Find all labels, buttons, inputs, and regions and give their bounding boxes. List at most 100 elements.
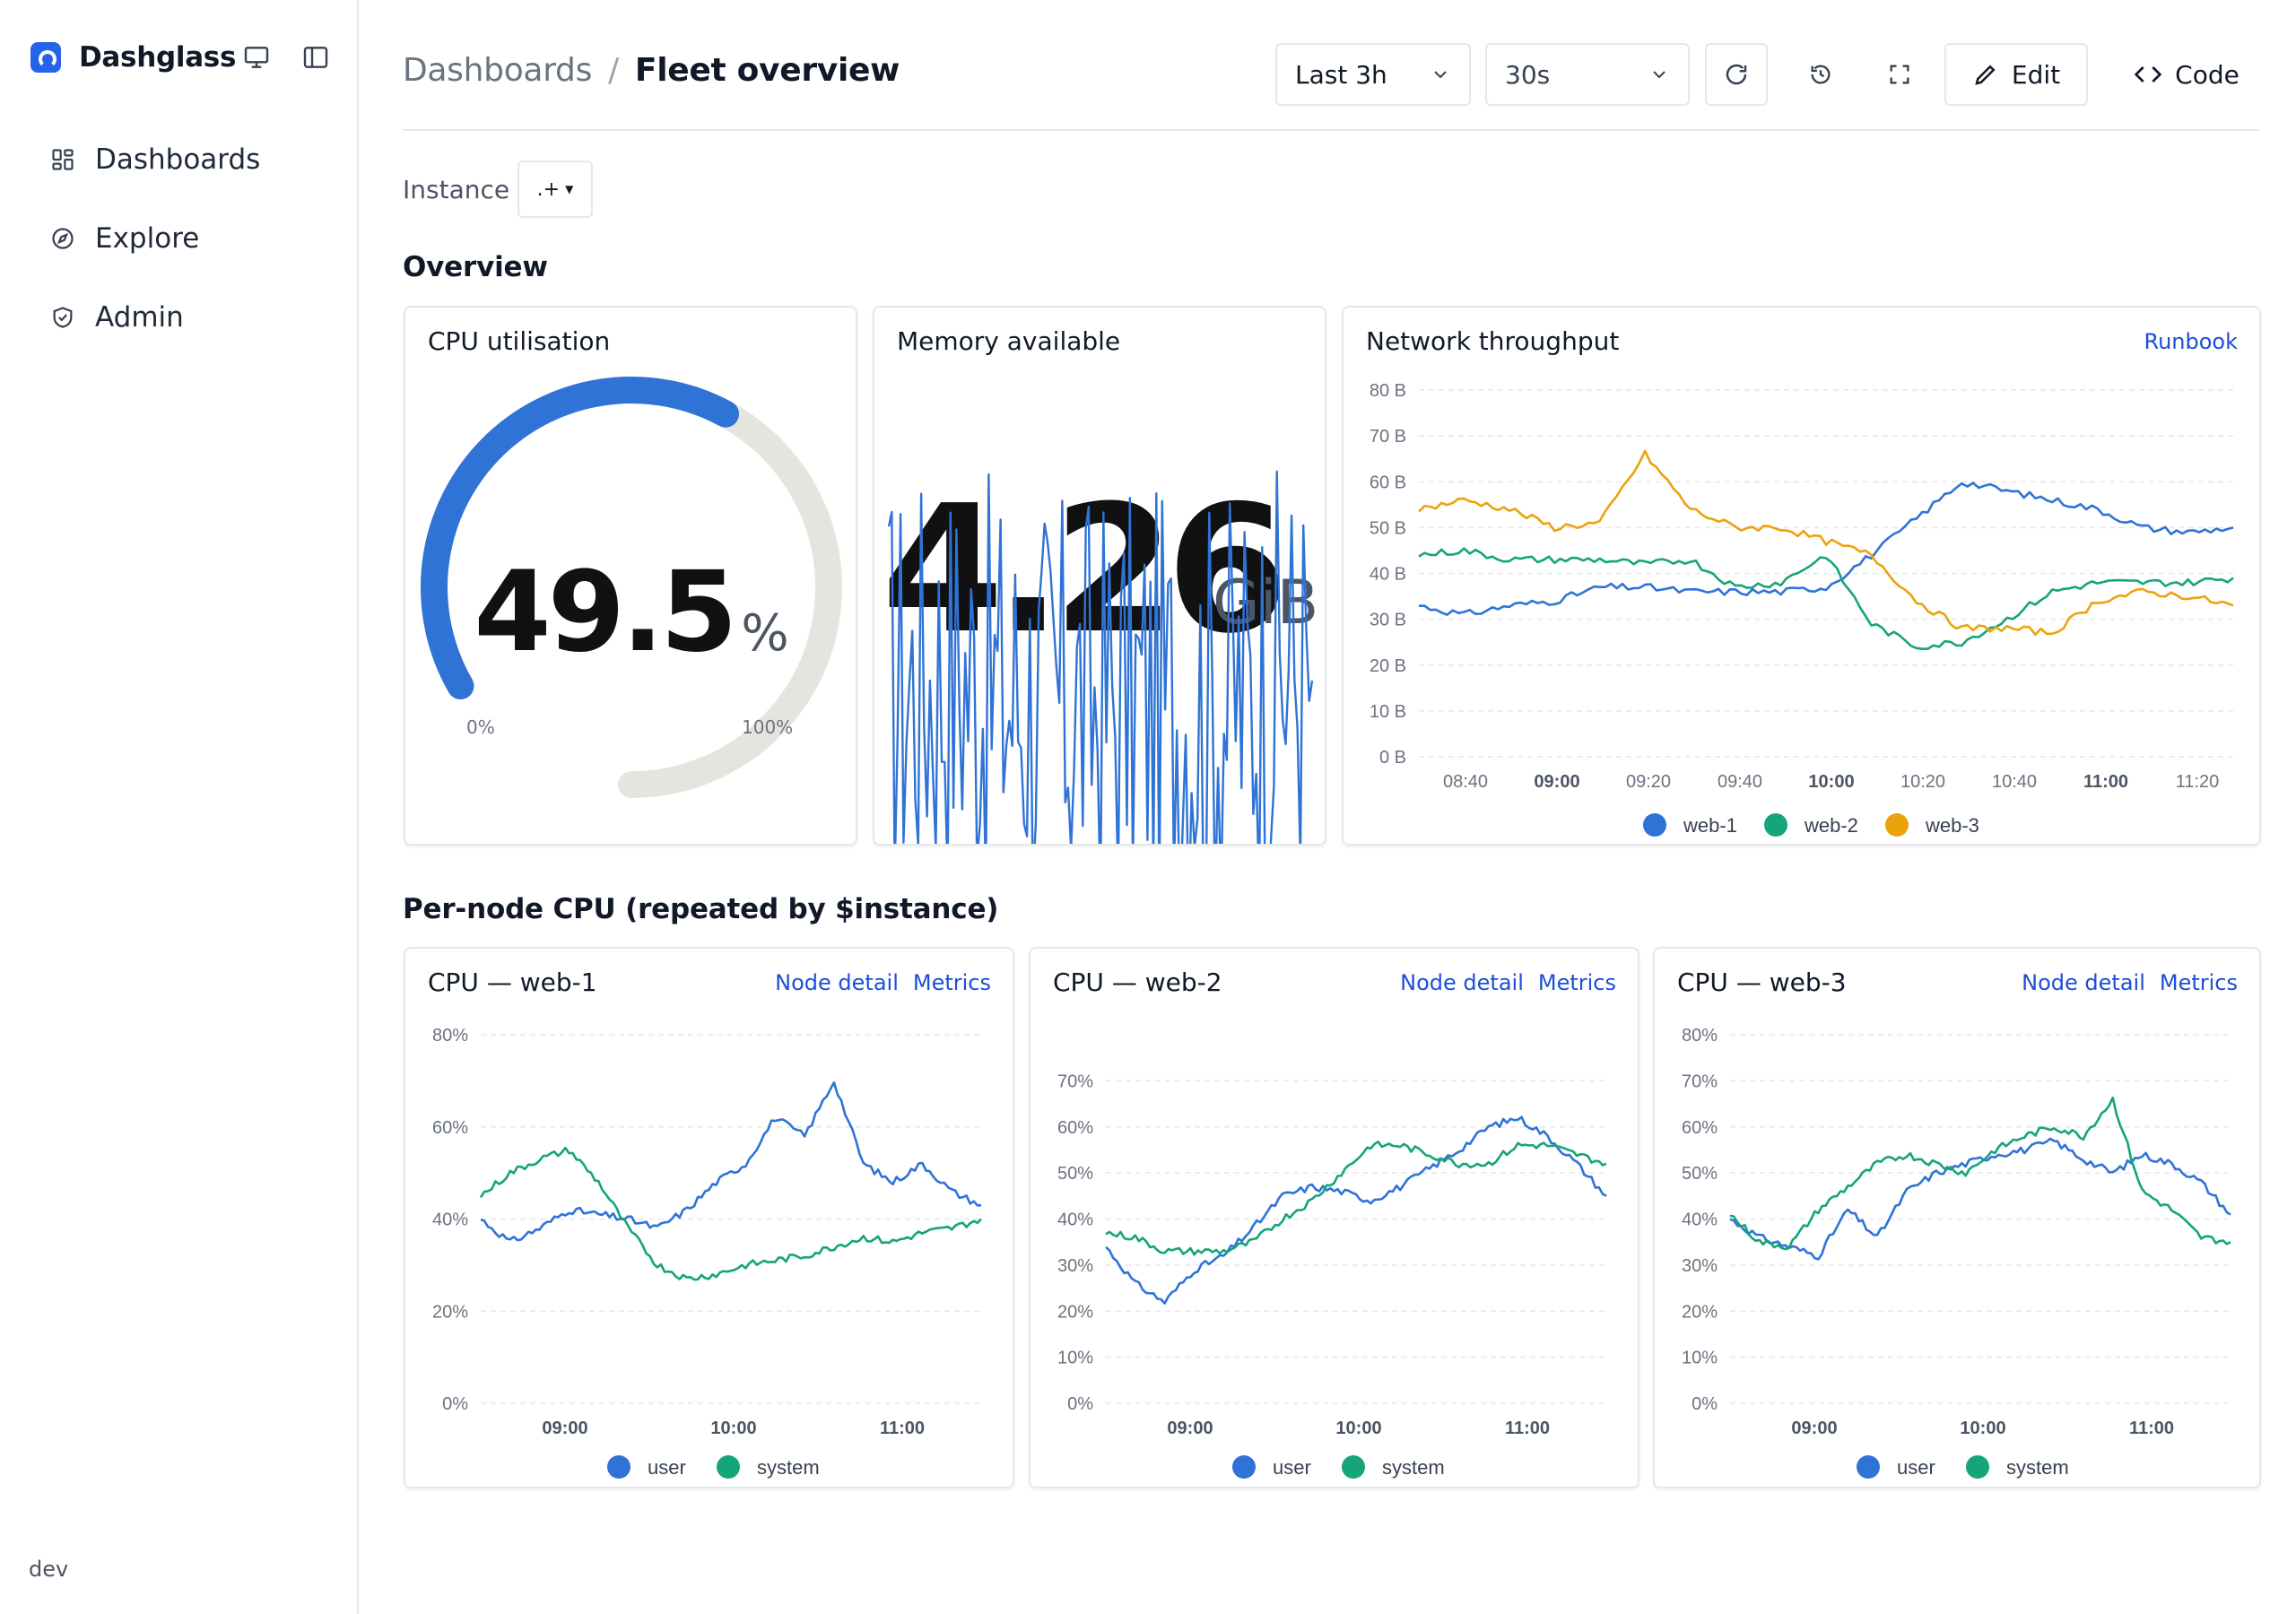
refresh-button[interactable] — [1705, 43, 1768, 106]
breadcrumb: Dashboards / Fleet overview — [403, 52, 900, 89]
y-tick-label: 20% — [1682, 1302, 1718, 1322]
brand[interactable]: Dashglass — [30, 39, 236, 75]
gauge-fill — [421, 377, 739, 699]
y-tick-label: 20 B — [1370, 656, 1406, 676]
y-tick-label: 20% — [1057, 1302, 1093, 1322]
y-tick-label: 30% — [1682, 1256, 1718, 1276]
history-icon — [1811, 65, 1831, 84]
sidebar-item-label: Explore — [95, 222, 200, 255]
node-detail-link[interactable]: Node detail — [775, 970, 899, 995]
runbook-link[interactable]: Runbook — [2144, 329, 2238, 354]
y-tick-label: 0% — [1692, 1394, 1718, 1414]
legend-label-user: user — [1273, 1456, 1311, 1479]
cpu-utilisation-panel: CPU utilisation 49.5% 0% 100% — [404, 306, 857, 846]
caret-down-icon: ▼ — [565, 183, 574, 195]
sidebar-item-explore[interactable]: Explore — [50, 219, 199, 258]
cpu-web-2-chart: 0% 10% 20% 30% 40% 50% 60% 70% 09:00 10:00 11:00 us… — [1057, 1072, 1607, 1479]
network-chart: 0 B 10 B 20 B 30 B 40 B 50 B 60 B 70 B 80 B 08:40… — [1370, 381, 2234, 837]
shield-check-icon — [53, 307, 73, 328]
legend-swatch-user — [1232, 1455, 1256, 1479]
history-button[interactable] — [1794, 43, 1848, 106]
breadcrumb-dashboards-link[interactable]: Dashboards — [403, 52, 593, 89]
legend-swatch-web-3 — [1885, 813, 1909, 837]
x-tick-label: 10:00 — [1960, 1419, 2005, 1438]
y-tick-label: 0% — [442, 1394, 468, 1414]
y-tick-label: 40% — [1057, 1210, 1093, 1230]
refresh-icon — [1726, 64, 1747, 85]
y-tick-label: 80 B — [1370, 381, 1406, 401]
node-detail-link[interactable]: Node detail — [1400, 970, 1524, 995]
y-tick-label: 0% — [1067, 1394, 1093, 1414]
legend-swatch-system — [1342, 1455, 1365, 1479]
x-tick-label: 10:00 — [1335, 1419, 1381, 1438]
sidebar-item-admin[interactable]: Admin — [50, 298, 184, 337]
legend-label-web-1: web-1 — [1683, 814, 1737, 837]
series-line-user — [1729, 1137, 2231, 1261]
x-tick-label: 10:00 — [710, 1419, 756, 1438]
legend-swatch-system — [717, 1455, 740, 1479]
chevron-down-icon — [1653, 71, 1665, 79]
header-divider — [403, 129, 2259, 131]
panel-title: Memory available — [897, 326, 1121, 356]
series-line-web-2 — [1418, 547, 2234, 650]
series-line-system — [1729, 1096, 2231, 1251]
y-tick-label: 40% — [432, 1210, 468, 1230]
series-line-user — [480, 1081, 982, 1242]
y-tick-label: 30% — [1057, 1256, 1093, 1276]
fullscreen-button[interactable] — [1873, 43, 1926, 106]
sidebar-toggle-icon[interactable] — [301, 43, 330, 72]
x-tick-label: 09:00 — [542, 1419, 587, 1438]
y-tick-label: 60% — [1057, 1118, 1093, 1138]
x-tick-label: 11:00 — [1505, 1419, 1550, 1438]
x-tick-label: 09:40 — [1718, 772, 1762, 792]
instance-variable-value: .+ — [536, 178, 561, 201]
edit-button[interactable]: Edit — [1944, 43, 2088, 106]
metrics-link[interactable]: Metrics — [2159, 970, 2238, 995]
app-name: Dashglass — [79, 41, 237, 74]
x-tick-label: 10:20 — [1900, 772, 1945, 792]
sidebar-item-dashboards[interactable]: Dashboards — [50, 140, 260, 179]
gauge-min-label: 0% — [466, 716, 495, 738]
section-title-overview: Overview — [403, 251, 548, 283]
memory-available-panel: Memory available 4.26 GiB — [873, 306, 1326, 846]
metrics-link[interactable]: Metrics — [912, 970, 991, 995]
metrics-link[interactable]: Metrics — [1537, 970, 1616, 995]
x-tick-label: 11:00 — [2083, 772, 2128, 792]
cpu-web-2-panel: CPU — web-2 Node detail Metrics 0% 10% 20%… — [1029, 947, 1639, 1488]
sidebar: Dashglass Dashboards Explore Admin dev — [0, 0, 359, 1614]
breadcrumb-separator: / — [608, 52, 619, 89]
network-throughput-panel: Network throughput Runbook 0 B 10 B 20 B 30… — [1342, 306, 2261, 846]
legend-swatch-web-2 — [1764, 813, 1787, 837]
x-tick-label: 11:00 — [2129, 1419, 2174, 1438]
series-line-web-1 — [1418, 482, 2234, 616]
series-line-web-3 — [1418, 449, 2234, 637]
grid-icon — [52, 149, 74, 170]
series-line-system — [1105, 1141, 1607, 1256]
cpu-web-1-chart: 0% 20% 40% 60% 80% 09:00 10:00 11:00 user system — [432, 1026, 982, 1479]
legend-swatch-user — [1857, 1455, 1880, 1479]
node-detail-link[interactable]: Node detail — [2022, 970, 2145, 995]
x-tick-label: 10:00 — [1808, 772, 1854, 792]
time-range-value: Last 3h — [1295, 59, 1387, 90]
refresh-interval-value: 30s — [1505, 59, 1551, 90]
refresh-interval-select[interactable]: 30s — [1485, 43, 1690, 106]
legend-label-system: system — [1382, 1456, 1445, 1479]
y-tick-label: 70% — [1682, 1072, 1718, 1091]
cpu-gauge-value: 49.5% — [405, 548, 857, 677]
chevron-down-icon — [1434, 71, 1447, 79]
legend-swatch-system — [1966, 1455, 1989, 1479]
cpu-web-3-chart: 0% 10% 20% 30% 40% 50% 60% 70% 80% 09:00 10:00 11:0… — [1682, 1026, 2231, 1479]
panel-title: Network throughput — [1366, 326, 1620, 356]
code-button[interactable]: Code — [2120, 43, 2253, 106]
instance-variable-select[interactable]: .+ ▼ — [517, 161, 593, 218]
x-tick-label: 09:00 — [1167, 1419, 1213, 1438]
time-range-select[interactable]: Last 3h — [1275, 43, 1471, 106]
pencil-icon — [1975, 65, 1996, 85]
legend-label-system: system — [2006, 1456, 2069, 1479]
cpu-web-3-panel: CPU — web-3 Node detail Metrics 0% 10% 20%… — [1653, 947, 2261, 1488]
dashglass-logo-icon — [30, 42, 61, 73]
y-tick-label: 20% — [432, 1302, 468, 1322]
compass-icon — [52, 228, 74, 249]
monitor-icon[interactable] — [242, 43, 271, 72]
cpu-value: 49.5 — [474, 548, 737, 677]
